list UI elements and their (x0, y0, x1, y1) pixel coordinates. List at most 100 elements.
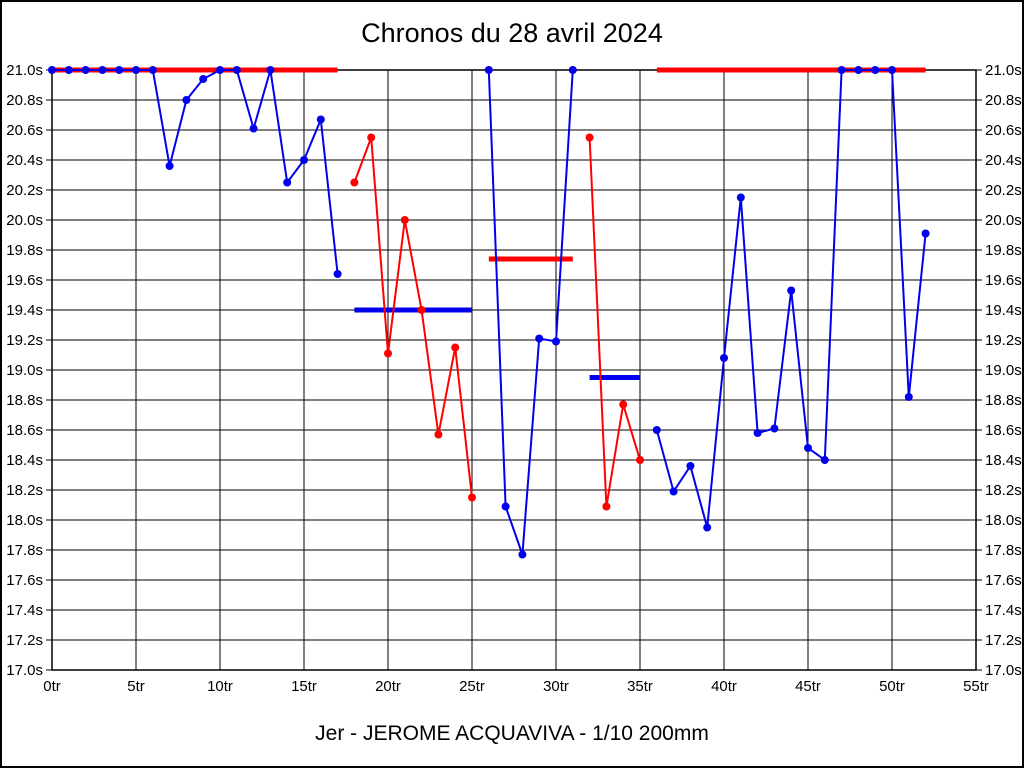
data-point (400, 216, 409, 224)
y-tick-label-right: 19.4s (985, 302, 1022, 319)
data-point (199, 75, 208, 83)
data-point (552, 337, 560, 346)
series-line (52, 69, 339, 275)
data-point (871, 66, 880, 74)
data-point (148, 66, 157, 74)
data-point (736, 193, 745, 202)
y-tick-label-left: 19.8s (6, 242, 43, 259)
data-point (333, 270, 342, 278)
y-tick-label-right: 20.8s (985, 92, 1022, 109)
data-point (888, 66, 896, 74)
y-tick-label-left: 18.0s (6, 512, 43, 529)
data-point (837, 66, 846, 74)
y-tick-label-right: 17.6s (985, 572, 1022, 589)
y-tick-label-left: 17.0s (6, 662, 43, 679)
x-tick-label: 30tr (543, 678, 569, 695)
axis-labels: 21.0s 21.0s 20.8s 20.8s 20.6s 20.6s 20.4s 20.4s… (6, 62, 1021, 695)
series-blue-run-3 (652, 66, 930, 532)
data-point (384, 349, 392, 358)
chart-title: Chronos du 28 avril 2024 (361, 18, 663, 48)
data-point (367, 133, 376, 142)
y-tick-label-right: 20.6s (985, 122, 1022, 139)
data-point (720, 354, 728, 362)
data-point (81, 66, 90, 74)
data-point (434, 430, 443, 439)
plot-border (51, 69, 977, 671)
y-tick-label-right: 19.6s (985, 272, 1022, 289)
data-point (249, 124, 258, 133)
y-tick-label-left: 19.2s (6, 332, 43, 349)
data-point (753, 429, 762, 437)
data-point (585, 133, 594, 142)
y-tick-label-right: 18.8s (985, 392, 1022, 409)
y-tick-label-left: 18.6s (6, 422, 43, 439)
y-tick-label-left: 18.8s (6, 392, 43, 409)
y-tick-label-left: 20.0s (6, 212, 43, 229)
y-tick-label-left: 20.6s (6, 122, 43, 139)
series-blue-run-2 (484, 66, 577, 559)
y-tick-label-right: 19.2s (985, 332, 1022, 349)
data-point (652, 426, 661, 434)
data-point (98, 66, 107, 74)
y-tick-label-left: 19.0s (6, 362, 43, 379)
x-tick-label: 0tr (43, 678, 61, 695)
y-tick-label-right: 20.2s (985, 182, 1022, 199)
x-tick-label: 15tr (291, 678, 317, 695)
y-tick-label-left: 21.0s (6, 62, 43, 79)
y-tick-label-left: 17.2s (6, 632, 43, 649)
y-tick-label-right: 20.4s (985, 152, 1022, 169)
y-tick-label-left: 20.8s (6, 92, 43, 109)
y-tick-label-right: 18.2s (985, 482, 1022, 499)
y-tick-label-left: 18.4s (6, 452, 43, 469)
data-point (266, 66, 275, 74)
data-point (854, 66, 863, 74)
data-point (501, 502, 510, 511)
y-tick-label-right: 18.4s (985, 452, 1022, 469)
series-red-run-2 (585, 133, 644, 511)
y-tick-label-right: 19.0s (985, 362, 1022, 379)
data-point (468, 493, 476, 502)
y-tick-label-right: 21.0s (985, 62, 1022, 79)
y-tick-label-right: 17.8s (985, 542, 1022, 559)
data-point (182, 96, 191, 104)
data-point (669, 487, 678, 496)
data-point (804, 444, 812, 452)
y-tick-label-right: 20.0s (985, 212, 1022, 229)
x-tick-label: 25tr (459, 678, 485, 695)
y-tick-label-left: 20.2s (6, 182, 43, 199)
x-tick-label: 20tr (375, 678, 401, 695)
data-point (904, 393, 913, 401)
data-point (216, 66, 224, 74)
data-point (518, 550, 527, 559)
x-tick-label: 10tr (207, 678, 233, 695)
chart-footer: Jer - JEROME ACQUAVIVA - 1/10 200mm (315, 722, 709, 745)
y-tick-label-right: 18.0s (985, 512, 1022, 529)
data-point (535, 334, 544, 343)
y-tick-label-left: 19.6s (6, 272, 43, 289)
data-point (165, 162, 174, 170)
data-point (132, 66, 140, 74)
y-tick-label-right: 19.8s (985, 242, 1022, 259)
data-point (820, 456, 829, 464)
y-tick-label-right: 17.0s (985, 662, 1022, 679)
data-point (619, 400, 628, 409)
data-point (451, 343, 460, 352)
data-point (602, 502, 611, 511)
data-point (636, 456, 644, 464)
x-tick-label: 50tr (879, 678, 905, 695)
data-point (568, 66, 577, 74)
series-line (588, 137, 641, 507)
x-tick-label: 55tr (963, 678, 989, 695)
data-point (417, 306, 426, 314)
x-tick-label: 40tr (711, 678, 737, 695)
y-tick-label-left: 20.4s (6, 152, 43, 169)
y-tick-label-left: 17.8s (6, 542, 43, 559)
data-point (232, 66, 241, 74)
data-point (787, 286, 796, 295)
data-point (64, 66, 73, 74)
y-tick-label-left: 17.4s (6, 602, 43, 619)
x-tick-label: 35tr (627, 678, 653, 695)
data-point (770, 424, 779, 433)
